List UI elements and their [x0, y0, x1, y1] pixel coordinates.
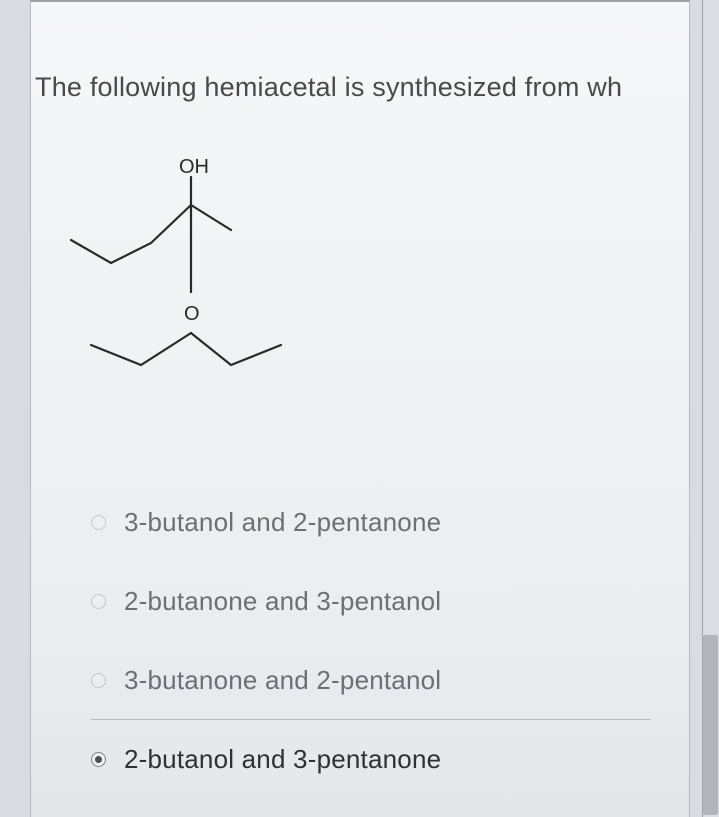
scrollbar-thumb[interactable]	[703, 635, 718, 815]
molecule-structure: OH O	[61, 150, 301, 410]
bond-bottom-right	[191, 333, 281, 365]
option-label: 3-butanone and 2-pentanol	[124, 665, 441, 696]
scrollbar[interactable]	[702, 0, 719, 817]
bond-top-branch	[191, 205, 231, 230]
option-b[interactable]: 2-butanone and 3-pentanol	[91, 561, 651, 640]
option-d[interactable]: 2-butanol and 3-pentanone	[91, 719, 651, 798]
label-o: O	[184, 303, 200, 325]
question-card: The following hemiacetal is synthesized …	[30, 0, 690, 817]
option-c[interactable]: 3-butanone and 2-pentanol	[91, 640, 651, 719]
radio-icon	[91, 673, 106, 688]
radio-icon	[91, 515, 106, 530]
option-label: 2-butanol and 3-pentanone	[124, 744, 441, 775]
radio-icon	[91, 594, 106, 609]
options-group: 3-butanol and 2-pentanone 2-butanone and…	[91, 482, 651, 798]
option-label: 3-butanol and 2-pentanone	[124, 507, 441, 538]
bond-bottom-left	[91, 333, 191, 365]
question-text: The following hemiacetal is synthesized …	[35, 72, 622, 103]
option-label: 2-butanone and 3-pentanol	[124, 586, 441, 617]
bond-top-chain	[71, 205, 191, 263]
option-a[interactable]: 3-butanol and 2-pentanone	[91, 482, 651, 561]
radio-icon-selected	[91, 752, 106, 767]
label-oh: OH	[179, 156, 209, 178]
